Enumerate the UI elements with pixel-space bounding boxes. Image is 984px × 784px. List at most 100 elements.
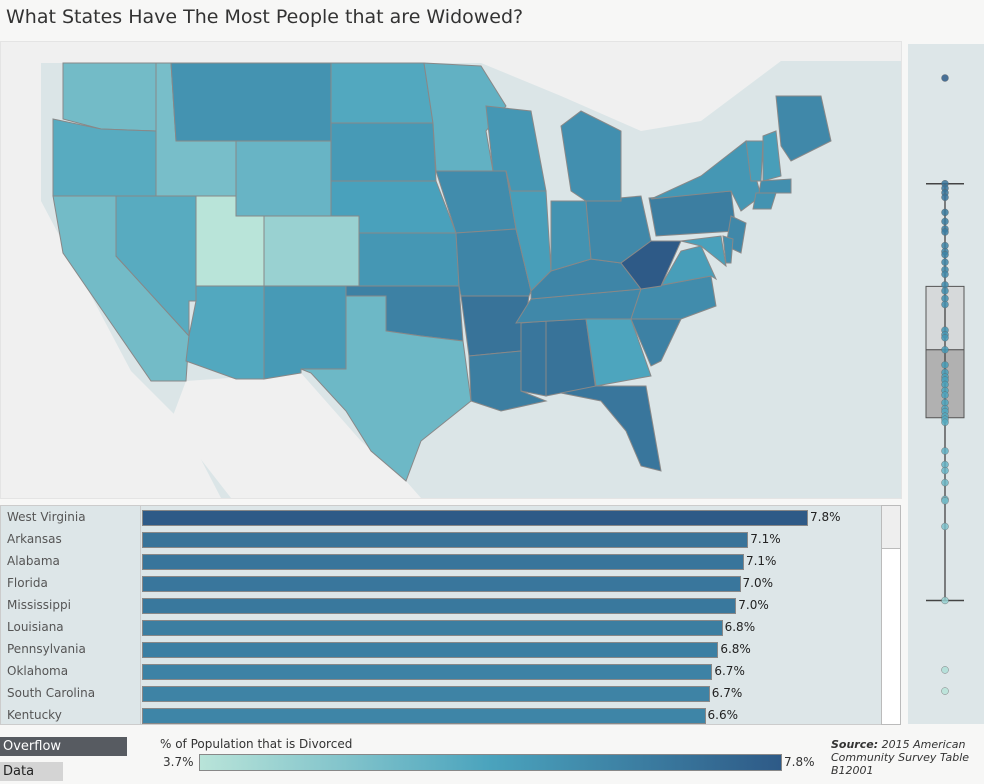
- state-point[interactable]: [941, 418, 949, 426]
- state-ar[interactable]: [460, 295, 530, 357]
- state-az[interactable]: [185, 285, 265, 380]
- legend-max: 7.8%: [784, 755, 815, 769]
- legend-title: % of Population that is Divorced: [160, 737, 353, 751]
- state-point[interactable]: [941, 361, 949, 369]
- bar[interactable]: [142, 708, 706, 724]
- value-label: 6.7%: [711, 686, 743, 700]
- bar[interactable]: [142, 532, 749, 548]
- state-point[interactable]: [941, 334, 949, 342]
- value-label: 7.1%: [745, 554, 777, 568]
- state-me[interactable]: [775, 95, 832, 162]
- state-point[interactable]: [941, 497, 949, 505]
- state-label: Mississippi: [7, 598, 71, 612]
- value-label: 6.6%: [707, 708, 739, 722]
- state-point[interactable]: [941, 300, 949, 309]
- bar[interactable]: [142, 620, 723, 636]
- state-de[interactable]: [722, 235, 734, 264]
- legend-color-ramp: [199, 754, 782, 771]
- state-fl[interactable]: [560, 385, 662, 472]
- state-point[interactable]: [941, 466, 949, 475]
- box-plot: [908, 44, 984, 724]
- source-label: Source:: [831, 738, 879, 751]
- bar-row[interactable]: Arkansas 7.1%: [1, 529, 883, 551]
- bar[interactable]: [142, 664, 713, 680]
- state-point[interactable]: [941, 287, 949, 295]
- bar-row[interactable]: Mississippi 7.0%: [1, 595, 883, 617]
- divider: [140, 506, 141, 724]
- state-ma[interactable]: [758, 178, 792, 194]
- state-point[interactable]: [941, 522, 949, 531]
- state-point[interactable]: [941, 258, 949, 266]
- state-nd[interactable]: [330, 62, 434, 124]
- bar[interactable]: [142, 554, 744, 570]
- state-co[interactable]: [263, 215, 360, 287]
- bar[interactable]: [142, 642, 719, 658]
- state-wy[interactable]: [235, 140, 332, 217]
- mexico-land: [171, 373, 421, 498]
- state-nh[interactable]: [762, 130, 782, 182]
- state-ms[interactable]: [520, 320, 547, 397]
- state-nc[interactable]: [630, 275, 717, 320]
- bar[interactable]: [142, 510, 808, 526]
- state-ks[interactable]: [358, 232, 460, 287]
- state-tx[interactable]: [300, 295, 472, 482]
- state-sd[interactable]: [330, 122, 437, 182]
- data-button[interactable]: Data: [0, 762, 63, 781]
- value-label: 6.8%: [724, 620, 756, 634]
- legend-min: 3.7%: [163, 755, 194, 769]
- state-label: Alabama: [7, 554, 60, 568]
- bar-row[interactable]: Louisiana 6.8%: [1, 617, 883, 639]
- bar-row[interactable]: West Virginia 7.8%: [1, 507, 883, 529]
- bar[interactable]: [142, 576, 741, 592]
- state-point[interactable]: [941, 208, 949, 217]
- state-or[interactable]: [52, 118, 157, 197]
- state-ga[interactable]: [585, 318, 652, 387]
- state-point[interactable]: [941, 447, 949, 455]
- state-point[interactable]: [941, 687, 949, 695]
- state-point[interactable]: [941, 478, 949, 487]
- state-label: Arkansas: [7, 532, 62, 546]
- page-title: What States Have The Most People that ar…: [6, 6, 524, 28]
- state-in[interactable]: [550, 200, 592, 272]
- bar-row[interactable]: Alabama 7.1%: [1, 551, 883, 573]
- state-point[interactable]: [941, 346, 949, 354]
- bar[interactable]: [142, 598, 737, 614]
- bar-row[interactable]: South Carolina 6.7%: [1, 683, 883, 705]
- scrollbar-thumb[interactable]: [882, 506, 900, 549]
- state-point[interactable]: [941, 74, 949, 82]
- state-point[interactable]: [941, 666, 949, 674]
- scrollbar[interactable]: [881, 505, 901, 725]
- value-label: 7.8%: [810, 510, 841, 524]
- state-label: West Virginia: [7, 510, 86, 524]
- land-background: [1, 42, 901, 498]
- state-point[interactable]: [941, 391, 949, 399]
- overflow-button[interactable]: Overflow: [0, 737, 127, 756]
- state-point[interactable]: [941, 250, 949, 259]
- state-label: South Carolina: [7, 686, 96, 700]
- state-point[interactable]: [941, 217, 949, 226]
- bar[interactable]: [142, 686, 710, 702]
- bar-row[interactable]: Kentucky 6.6%: [1, 705, 883, 727]
- state-label: Pennsylvania: [7, 642, 86, 656]
- state-md[interactable]: [680, 235, 727, 268]
- state-wv[interactable]: [620, 240, 682, 290]
- state-nm[interactable]: [263, 285, 347, 380]
- state-mn[interactable]: [423, 62, 507, 172]
- value-label: 7.0%: [742, 576, 774, 590]
- source-note: Source: 2015 American Community Survey T…: [831, 738, 981, 777]
- value-label: 7.0%: [738, 598, 769, 612]
- state-point[interactable]: [941, 270, 949, 279]
- state-ct[interactable]: [752, 192, 777, 210]
- state-wa[interactable]: [62, 62, 157, 132]
- state-point[interactable]: [941, 193, 949, 201]
- state-point[interactable]: [941, 228, 949, 236]
- state-label: Florida: [7, 576, 48, 590]
- bar-row[interactable]: Oklahoma 6.7%: [1, 661, 883, 683]
- state-mt[interactable]: [170, 62, 332, 142]
- us-choropleth-map[interactable]: [0, 41, 902, 499]
- bar-row[interactable]: Pennsylvania 6.8%: [1, 639, 883, 661]
- state-mi[interactable]: [560, 110, 622, 202]
- bar-row[interactable]: Florida 7.0%: [1, 573, 883, 595]
- state-point[interactable]: [941, 596, 949, 605]
- source-text: 2015 American Community Survey Table B12…: [831, 738, 970, 777]
